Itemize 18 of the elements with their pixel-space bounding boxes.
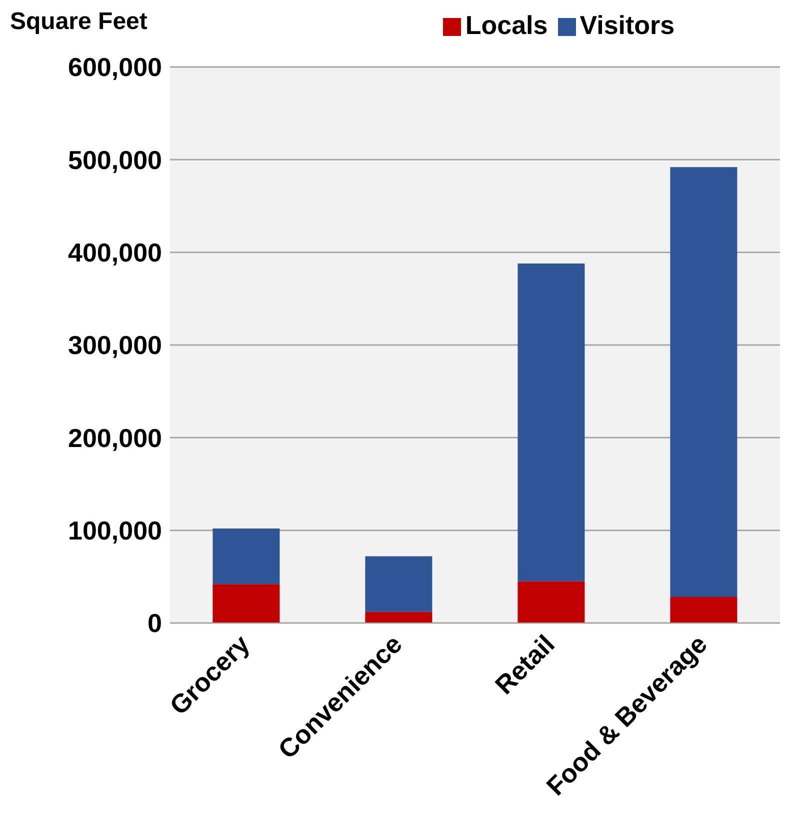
y-tick-label: 100,000 xyxy=(68,516,162,546)
legend-label: Locals xyxy=(465,10,548,40)
y-tick-label: 300,000 xyxy=(68,330,162,360)
chart-title: Square Feet xyxy=(10,8,148,36)
y-tick-label: 500,000 xyxy=(68,144,162,175)
y-tick-label: 600,000 xyxy=(68,52,162,82)
bar xyxy=(365,556,432,612)
y-tick-label: 0 xyxy=(148,608,162,638)
bar xyxy=(365,612,432,623)
bar xyxy=(212,528,280,584)
bar xyxy=(518,581,585,623)
bar xyxy=(670,597,738,623)
bar xyxy=(518,263,585,582)
y-tick-label: 400,000 xyxy=(68,238,162,268)
y-tick-label: 200,000 xyxy=(68,422,162,453)
legend-label: Visitors xyxy=(580,10,675,40)
bar xyxy=(670,167,738,598)
bar xyxy=(212,584,280,623)
